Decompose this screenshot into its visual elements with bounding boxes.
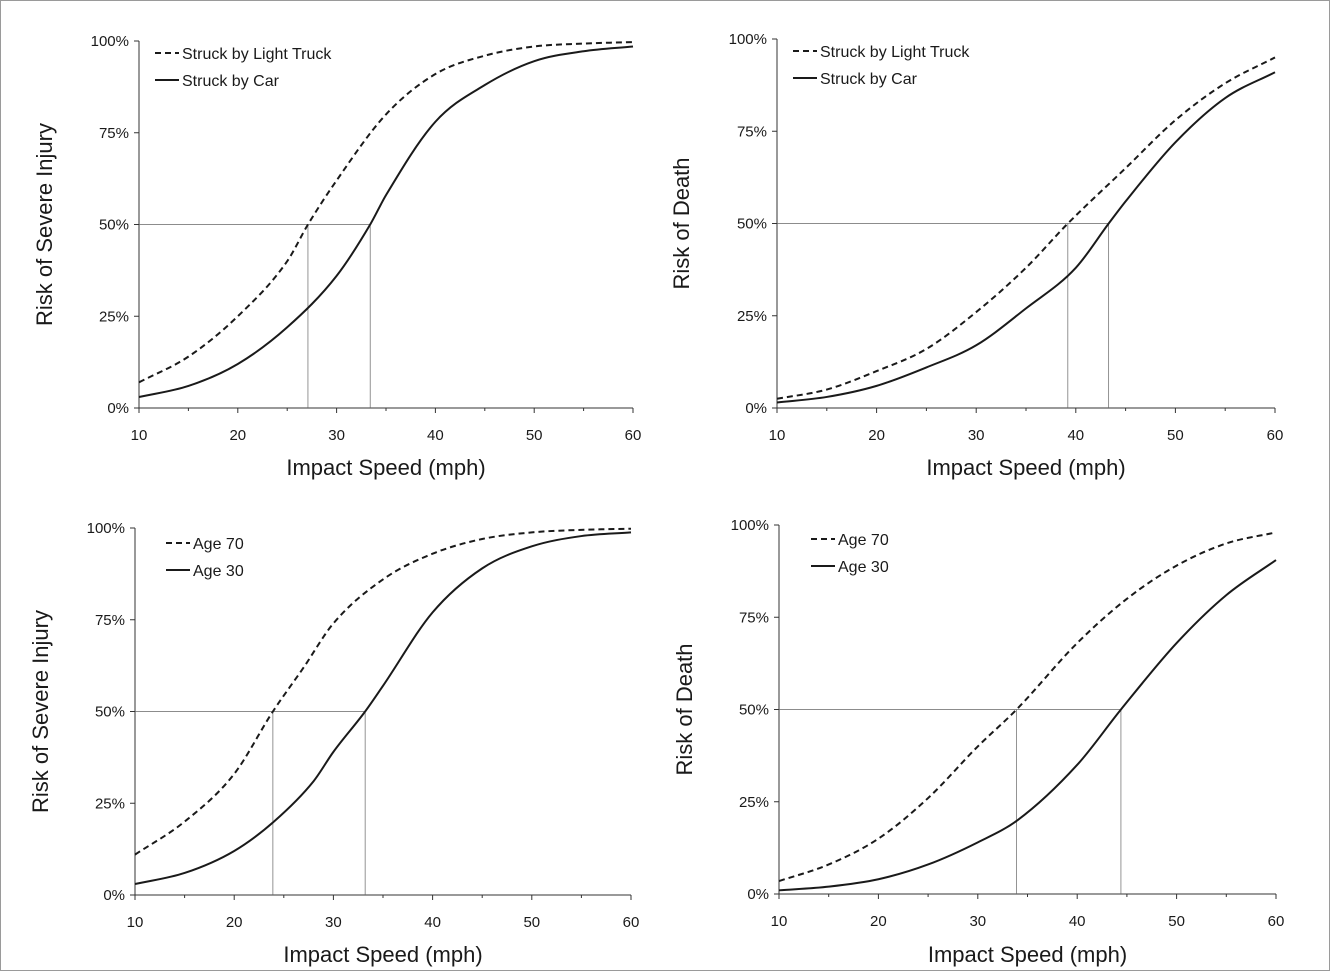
chart-panel-2: 0% 25% 50% 75% 100% 10 20 30 40 50 60 Impact Speed … (669, 31, 1283, 480)
y-tick-label: 25% (737, 308, 767, 325)
legend-label: Struck by Car (182, 73, 280, 90)
y-tick-label: 0% (107, 400, 129, 417)
y-tick-label: 75% (99, 125, 129, 142)
series-line-solid (778, 559, 1277, 892)
x-tick-label: 20 (226, 914, 243, 931)
x-tick-label: 60 (1268, 913, 1285, 930)
x-tick-label: 60 (623, 914, 640, 931)
x-tick-label: 40 (1069, 913, 1086, 930)
x-tick-label: 60 (625, 427, 642, 444)
series-line-dashed (134, 527, 632, 856)
chart-panel-1: 0% 25% 50% 75% 100% 10 20 30 40 50 60 Impact Speed … (32, 33, 641, 480)
y-tick-label: 75% (95, 612, 125, 629)
x-tick-label: 40 (1067, 427, 1084, 444)
series-line-dashed (776, 56, 1276, 400)
y-tick-label: 100% (91, 33, 129, 50)
x-tick-label: 10 (127, 914, 144, 931)
legend-label: Age 70 (838, 532, 889, 549)
y-tick-label: 50% (99, 217, 129, 234)
series-line-solid (138, 45, 634, 398)
x-tick-label: 40 (424, 914, 441, 931)
y-axis-title: Risk of Severe Injury (32, 123, 57, 326)
y-tick-label: 25% (99, 308, 129, 325)
legend-label: Age 30 (193, 563, 244, 580)
x-axis-title: Impact Speed (mph) (283, 942, 482, 967)
x-axis-title: Impact Speed (mph) (928, 942, 1127, 967)
legend: Struck by Light Truck Struck by Car (155, 46, 332, 90)
y-tick-label: 25% (95, 795, 125, 812)
x-axis-title: Impact Speed (mph) (286, 455, 485, 480)
x-tick-label: 50 (526, 427, 543, 444)
chart-panel-3: 0% 25% 50% 75% 100% 10 20 30 40 50 60 Impact Speed … (28, 520, 639, 967)
y-axis-title: Risk of Death (669, 157, 694, 289)
legend: Age 70 Age 30 (811, 532, 889, 576)
y-tick-label: 25% (739, 794, 769, 811)
y-tick-label: 50% (737, 216, 767, 233)
legend-label: Struck by Light Truck (820, 44, 970, 61)
x-tick-label: 10 (131, 427, 148, 444)
x-tick-label: 20 (229, 427, 246, 444)
y-tick-label: 0% (103, 887, 125, 904)
y-tick-label: 100% (87, 520, 125, 537)
series-line-dashed (778, 531, 1277, 883)
x-tick-label: 20 (868, 427, 885, 444)
y-tick-label: 75% (739, 609, 769, 626)
x-tick-label: 50 (523, 914, 540, 931)
x-tick-label: 50 (1167, 427, 1184, 444)
x-tick-label: 40 (427, 427, 444, 444)
y-tick-label: 100% (731, 517, 769, 534)
x-tick-label: 30 (968, 427, 985, 444)
x-tick-label: 20 (870, 913, 887, 930)
y-tick-label: 75% (737, 123, 767, 140)
y-tick-label: 100% (729, 31, 767, 48)
legend: Age 70 Age 30 (166, 536, 244, 580)
y-tick-label: 0% (747, 886, 769, 903)
series-line-solid (776, 71, 1276, 404)
y-tick-label: 0% (745, 400, 767, 417)
x-tick-label: 60 (1267, 427, 1284, 444)
legend-label: Struck by Car (820, 71, 918, 88)
chart-panel-4: 0% 25% 50% 75% 100% 10 20 30 40 50 60 Impact Speed … (672, 517, 1284, 967)
legend-label: Age 70 (193, 536, 244, 553)
legend-label: Age 30 (838, 559, 889, 576)
x-tick-label: 30 (969, 913, 986, 930)
x-tick-label: 30 (325, 914, 342, 931)
x-tick-label: 10 (771, 913, 788, 930)
x-axis-title: Impact Speed (mph) (926, 455, 1125, 480)
x-tick-label: 50 (1168, 913, 1185, 930)
y-axis-title: Risk of Severe Injury (28, 610, 53, 813)
x-tick-label: 10 (769, 427, 786, 444)
y-tick-label: 50% (739, 702, 769, 719)
series-line-dashed (138, 41, 634, 384)
y-axis-title: Risk of Death (672, 643, 697, 775)
legend-label: Struck by Light Truck (182, 46, 332, 63)
legend: Struck by Light Truck Struck by Car (793, 44, 970, 88)
series-line-solid (134, 531, 632, 885)
y-tick-label: 50% (95, 704, 125, 721)
x-tick-label: 30 (328, 427, 345, 444)
